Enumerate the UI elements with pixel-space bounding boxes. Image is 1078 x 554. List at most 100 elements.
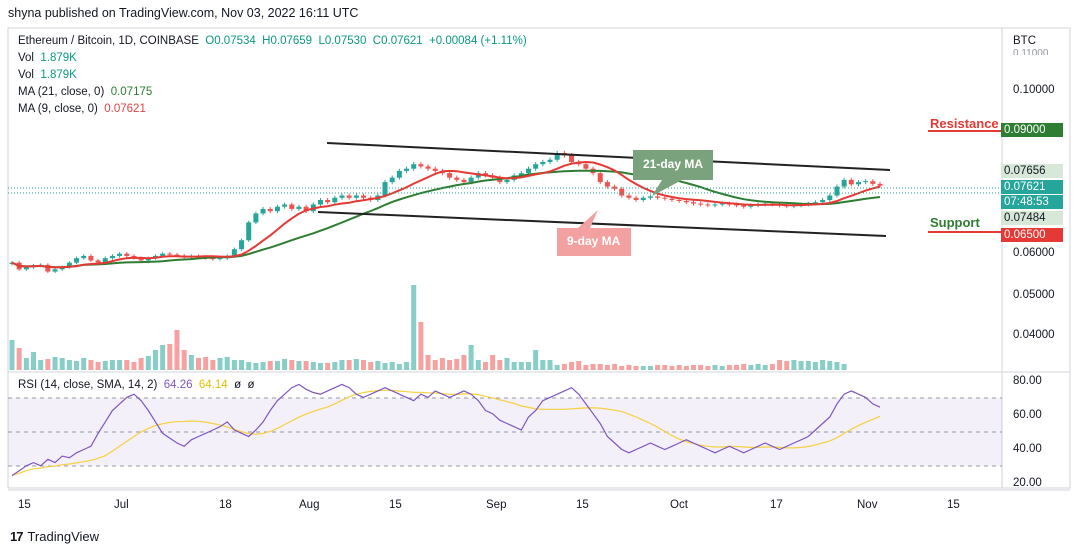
volume-bar	[690, 365, 696, 370]
candle-body	[662, 197, 668, 199]
volume-bar	[504, 358, 510, 370]
volume-bar	[569, 362, 575, 370]
ma9-callout-text: 9-day MA	[567, 234, 621, 248]
volume-bar	[382, 363, 388, 370]
candle-body	[23, 267, 29, 270]
candle-body	[124, 253, 130, 256]
candles	[9, 150, 883, 274]
candle-body	[855, 182, 861, 185]
volume-bar	[396, 364, 402, 370]
candle-body	[863, 181, 869, 183]
volume-bar	[267, 361, 273, 370]
price-tick-0.050: 0.05000	[1013, 289, 1055, 301]
volume-bar	[88, 360, 94, 370]
volume-bar	[59, 358, 65, 370]
candle-body	[633, 197, 639, 200]
candle-body	[267, 208, 273, 212]
volume-bar	[576, 361, 582, 370]
candle-body	[518, 173, 524, 176]
volume-bar	[174, 330, 180, 370]
volume-bar	[231, 360, 237, 370]
candle-body	[260, 208, 266, 214]
volume-bar	[683, 366, 689, 370]
candle-body	[705, 204, 711, 206]
volume-bar	[755, 364, 761, 370]
ohlc-high: H0.07659	[262, 35, 313, 47]
chart-border	[7, 27, 1071, 489]
candle-body	[160, 253, 166, 256]
volume-bar	[554, 365, 560, 370]
time-tick-10: 15	[947, 499, 960, 511]
volume-bar	[81, 358, 87, 370]
volume-bar	[561, 364, 567, 370]
volume-bar	[583, 365, 589, 370]
candle-body	[877, 183, 883, 186]
channel-upper-line	[326, 142, 891, 171]
candle-body	[468, 177, 474, 183]
volume-bar	[152, 350, 158, 370]
candle-body	[827, 195, 833, 200]
support-label: Support	[930, 215, 980, 230]
candle-body	[411, 164, 417, 169]
candle-body	[282, 204, 288, 207]
volume-bar	[784, 361, 790, 370]
candle-body	[88, 255, 94, 261]
candle-body	[683, 200, 689, 203]
tradingview-logo[interactable]: 17 TradingView	[10, 529, 99, 544]
volume-bar	[769, 364, 775, 370]
rsi-legend[interactable]: RSI (14, close, SMA, 14, 2) 64.26 64.14 …	[18, 379, 255, 391]
last-price-tag: 0.07621	[1001, 180, 1063, 194]
symbol-legend: Ethereum / Bitcoin, 1D, COINBASE O0.0753…	[18, 35, 527, 47]
volume-bar	[196, 358, 202, 370]
ma9-legend[interactable]: MA (9, close, 0) 0.07621	[18, 103, 146, 115]
ma21-legend[interactable]: MA (21, close, 0) 0.07175	[18, 86, 152, 98]
candle-body	[870, 181, 876, 184]
volume-bar	[317, 363, 323, 370]
volume-bar	[669, 366, 675, 370]
volume-bar	[102, 361, 108, 370]
rsi-label: RSI (14, close, SMA, 14, 2)	[18, 379, 158, 391]
volume-bar	[425, 355, 431, 370]
volume-bar	[124, 360, 130, 370]
candle-body	[669, 198, 675, 200]
candle-body	[626, 195, 632, 198]
rsi-tick-40: 40.00	[1013, 443, 1042, 455]
symbol-name: Ethereum / Bitcoin, 1D, COINBASE	[18, 35, 199, 47]
time-tick-8: 17	[770, 499, 783, 511]
ma21-callout-text: 21-day MA	[643, 157, 704, 171]
candle-body	[317, 200, 323, 205]
volume-bar	[604, 365, 610, 370]
candle-body	[712, 204, 718, 206]
volume-bar	[210, 360, 216, 370]
vol2-legend[interactable]: Vol 1.879K	[18, 69, 77, 81]
volume-bar	[475, 360, 481, 370]
volume-bar	[31, 352, 37, 370]
candle-body	[52, 269, 58, 272]
vol1-legend[interactable]: Vol 1.879K	[18, 52, 77, 64]
candle-body	[604, 182, 610, 187]
volume-bar	[619, 366, 625, 370]
ohlc-open: O0.07534	[205, 35, 256, 47]
volume-bar	[439, 358, 445, 370]
volume-bar	[325, 363, 331, 370]
volume-bar	[145, 356, 151, 370]
volume-bar	[841, 364, 847, 370]
candle-body	[303, 206, 309, 212]
ma9-label: MA (9, close, 0)	[18, 103, 98, 115]
price-tick-0.040: 0.04000	[1013, 329, 1055, 341]
channel-lower-line	[317, 211, 887, 237]
volume-bar	[547, 360, 553, 370]
candle-body	[504, 179, 510, 183]
volume-bar	[16, 348, 22, 370]
candle-body	[597, 173, 603, 183]
volume-bar	[389, 362, 395, 370]
ma9-callout-box	[557, 210, 631, 256]
volume-bar	[447, 360, 453, 370]
ma21-label: MA (21, close, 0)	[18, 86, 105, 98]
candle-body	[109, 255, 115, 259]
volume-bar	[253, 363, 259, 370]
volume-bar	[734, 365, 740, 370]
volume-bar	[540, 360, 546, 370]
volume-bar	[138, 358, 144, 370]
time-tick-1: Jul	[114, 499, 129, 511]
